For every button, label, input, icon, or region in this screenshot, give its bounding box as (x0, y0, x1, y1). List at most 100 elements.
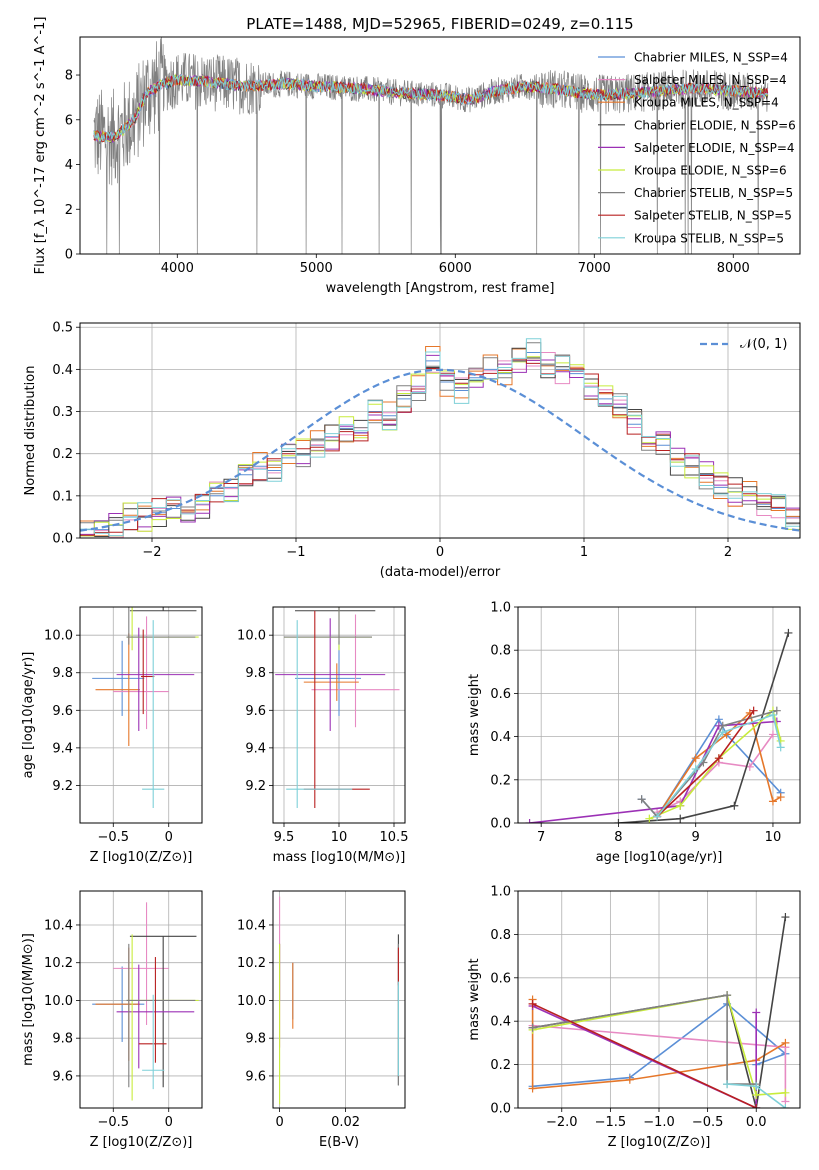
mass-weight-point (528, 999, 537, 1008)
mass-weight-point (718, 728, 727, 737)
mass-weight-vs-Z-axes: −2.0 −1.5 −1.0 −0.5 0.0 0.0 0.2 0.4 0.6 0.8 1.0 Z [… (467, 885, 800, 1150)
spectrum-xtick-label: 4000 (161, 261, 194, 276)
age-vs-Z-ytick-label: 9.8 (52, 666, 73, 681)
mass-vs-EBV-xtick-label: 0 (275, 1115, 283, 1130)
residual-distribution-xtick-label: 0 (436, 545, 444, 560)
residual-distribution-ylabel: Normed distribution (23, 366, 38, 496)
age-vs-Z-xlabel: Z [log10(Z/Z⊙)] (90, 850, 193, 865)
mass-weight-vs-Z-ytick-label: 0.8 (490, 928, 511, 943)
mass-weight-point (776, 743, 785, 752)
age-vs-Z-ytick-label: 9.6 (52, 704, 73, 719)
residual-distribution-xtick-label: 1 (580, 545, 588, 560)
spectrum-ytick-label: 8 (65, 69, 73, 84)
residual-distribution-ytick-label: 0.5 (52, 321, 73, 336)
mass-weight-point (637, 795, 646, 804)
spectrum-ytick-label: 4 (65, 158, 73, 173)
mass-weight-vs-Z-xtick-label: −0.5 (692, 1115, 724, 1130)
mass-weight-vs-age-xtick-label: 9 (692, 830, 700, 845)
mass-weight-point (781, 1038, 790, 1047)
mass-weight-point (691, 765, 700, 773)
legend-entry: Kroupa ELODIE, N_SSP=6 (634, 164, 787, 178)
mass-weight-point (752, 1008, 761, 1017)
mass-weight-vs-Z-frame (517, 890, 801, 1109)
mass-weight-point (645, 814, 654, 823)
mass-weight-vs-age-frame (517, 606, 801, 824)
legend-entry: Kroupa STELIB, N_SSP=5 (634, 231, 784, 245)
residual-distribution-ytick-label: 0.0 (52, 532, 73, 547)
mass-vs-Z-xlabel: Z [log10(Z/Z⊙)] (90, 1135, 193, 1150)
mass-weight-point (781, 1088, 790, 1097)
age-vs-Z-ytick-label: 10.0 (44, 629, 73, 644)
mass-vs-Z-ytick-label: 9.6 (52, 1069, 73, 1084)
mass-weight-vs-Z-ytick-label: 0.0 (490, 1102, 511, 1117)
spectrum-ytick-label: 6 (65, 113, 73, 128)
age-vs-mass-ytick-label: 10.0 (237, 629, 266, 644)
mass-weight-point (528, 1023, 537, 1032)
mass-weight-vs-age-ytick-label: 0.0 (490, 817, 511, 832)
spectrum-ytick-label: 0 (65, 248, 73, 263)
mass-weight-point (625, 1075, 634, 1084)
mass-weight-line (532, 994, 757, 1085)
spectrum-xtick-label: 8000 (717, 261, 750, 276)
legend-entry: Kroupa MILES, N_SSP=4 (634, 96, 779, 110)
spectrum-plot-area (93, 37, 769, 254)
mass-weight-line (532, 994, 786, 1096)
legend-entry: Salpeter ELODIE, N_SSP=4 (634, 141, 795, 155)
mass-weight-vs-Z-xlabel: Z [log10(Z/Z⊙)] (608, 1135, 711, 1150)
mass-weight-point (676, 814, 685, 823)
mass-weight-vs-Z-ylabel: mass weight (467, 958, 482, 1040)
mass-weight-vs-Z-ytick-label: 0.4 (490, 1015, 511, 1030)
residual-distribution-xtick-label: 2 (724, 545, 732, 560)
mass-weight-vs-age-ytick-label: 0.8 (490, 644, 511, 659)
mass-vs-EBV-frame (272, 890, 406, 1109)
residual-distribution-xtick-label: −1 (286, 545, 305, 560)
mass-weight-vs-age-xtick-label: 10 (765, 830, 782, 845)
mass-vs-Z-ytick-label: 9.8 (52, 1032, 73, 1047)
mass-weight-point (776, 793, 785, 802)
spectrum-legend: Chabrier MILES, N_SSP=4 Salpeter MILES, N… (598, 51, 796, 245)
mass-vs-Z-xtick-label: −0.5 (97, 1115, 129, 1130)
residual-distribution-ytick-label: 0.4 (52, 363, 73, 378)
mass-vs-Z-plot-area (92, 902, 199, 1101)
mass-weight-point (714, 754, 723, 763)
spectrum-ylabel: Flux [f_λ 10^-17 erg cm^-2 s^-1 A^-1] (33, 17, 48, 275)
mass-weight-point (676, 801, 685, 810)
residual-distribution-ytick-label: 0.3 (52, 405, 73, 420)
mass-weight-vs-Z-xtick-label: −1.5 (595, 1115, 627, 1130)
mass-vs-EBV-ytick-label: 10.4 (237, 918, 266, 933)
mass-weight-point (768, 711, 777, 719)
mass-weight-vs-age-ylabel: mass weight (467, 674, 482, 756)
mass-weight-vs-Z-xtick-label: −2.0 (546, 1115, 578, 1130)
mass-vs-EBV-plot-area (279, 896, 399, 1105)
mass-weight-line (641, 709, 778, 818)
mass-weight-point (614, 819, 623, 823)
spectrum-ytick-label: 2 (65, 203, 73, 218)
mass-weight-line (532, 1005, 757, 1108)
mass-vs-Z-ylabel: mass [log10(M/M⊙)] (21, 933, 36, 1066)
histogram-series (80, 338, 800, 537)
age-vs-Z-frame (79, 606, 203, 824)
age-vs-Z-xtick-label: −0.5 (97, 830, 129, 845)
mass-weight-vs-age-ytick-label: 1.0 (490, 601, 511, 616)
mass-weight-vs-age-ytick-label: 0.4 (490, 730, 511, 745)
mass-weight-point (528, 1084, 537, 1093)
mass-weight-point (730, 801, 739, 810)
legend-entry: 𝒩(0, 1) (740, 337, 787, 352)
mass-vs-EBV-ytick-label: 9.6 (245, 1069, 266, 1084)
mass-weight-vs-Z-ytick-label: 0.6 (490, 971, 511, 986)
legend-entry: Chabrier ELODIE, N_SSP=6 (634, 118, 796, 132)
age-vs-Z-ylabel: age [log10(age/yr)] (21, 652, 36, 779)
mass-weight-point (723, 991, 732, 1000)
mass-weight-point (781, 913, 790, 922)
mass-weight-vs-age-ytick-label: 0.2 (490, 773, 511, 788)
residual-distribution-ytick-label: 0.2 (52, 447, 73, 462)
mass-vs-EBV-ytick-label: 10.0 (237, 994, 266, 1009)
mass-weight-point (691, 754, 700, 763)
age-vs-Z-plot-area (92, 607, 199, 808)
mass-weight-point (749, 706, 758, 715)
mass-vs-Z-ytick-label: 10.2 (44, 956, 73, 971)
mass-weight-vs-Z-plot-area (528, 913, 790, 1108)
age-vs-Z-axes: −0.5 0 9.2 9.4 9.6 9.8 10.0 Z [log10(Z/Z⊙)] age … (21, 607, 202, 865)
